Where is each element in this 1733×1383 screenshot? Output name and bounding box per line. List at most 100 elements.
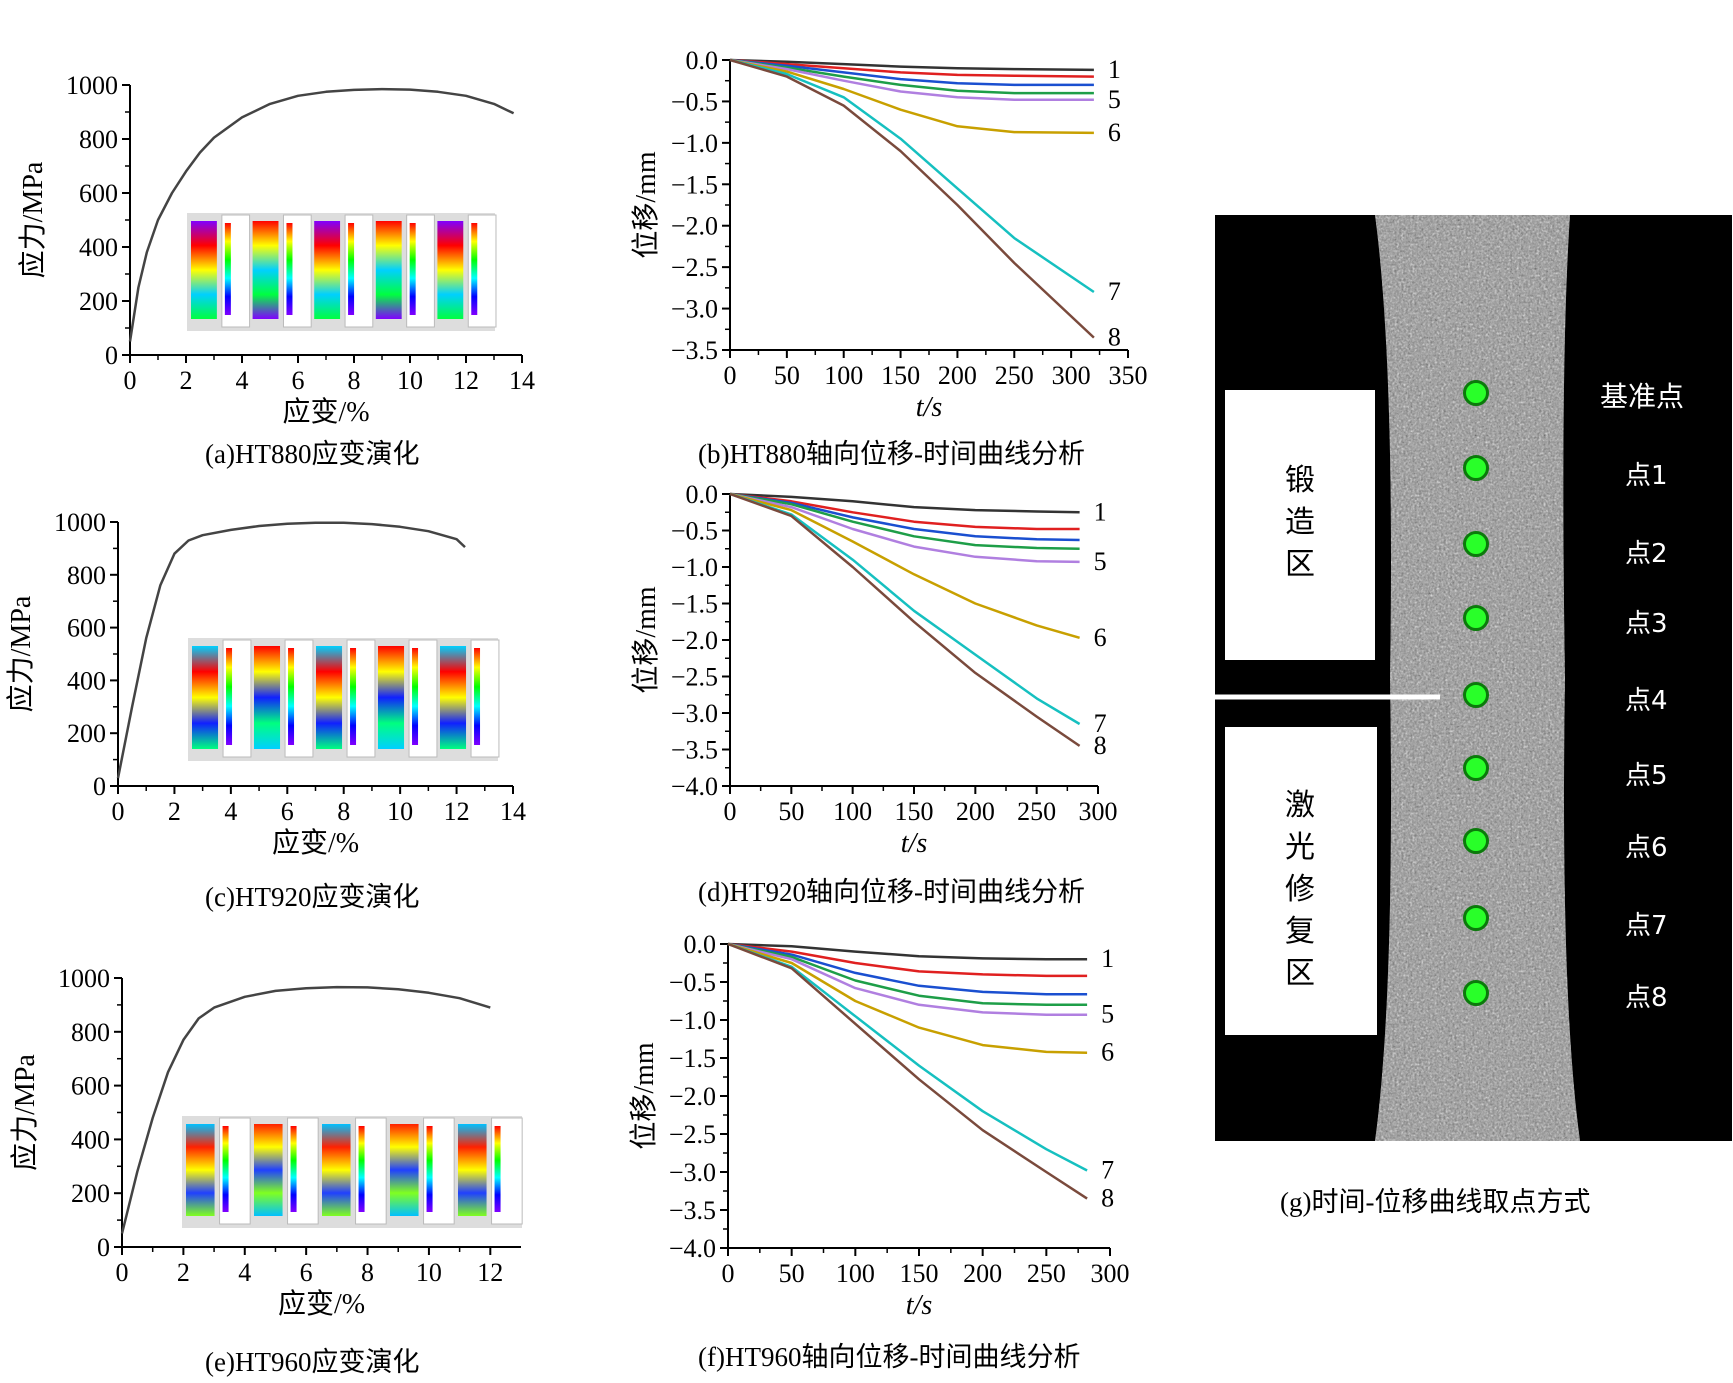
colorbar: [222, 1126, 229, 1212]
series-end-label: 6: [1101, 1038, 1114, 1067]
x-tick-label: 2: [177, 1258, 190, 1287]
y-tick-label: −3.5: [671, 736, 718, 765]
x-axis-label: t/s: [916, 392, 943, 423]
y-tick-label: −1.0: [669, 1006, 716, 1035]
point-label-6: 点6: [1625, 833, 1668, 863]
strain-map-inset: [187, 213, 497, 331]
y-tick-label: 800: [71, 1018, 110, 1047]
series-line-4: [729, 58, 1094, 95]
point-label-5: 点5: [1625, 761, 1668, 791]
colorbar: [224, 223, 231, 315]
colorbar: [426, 1126, 433, 1212]
x-tick-label: 200: [963, 1259, 1002, 1288]
series-line-8: [729, 492, 1081, 747]
point-marker-8: [1463, 980, 1489, 1006]
caption-c: (c)HT920应变演化: [205, 882, 420, 912]
specimen-image: 锻造区 激光修复区 基准点 点1 点2 点3 点4 点5 点6 点7 点8: [1215, 215, 1732, 1141]
x-tick-label: 50: [774, 361, 800, 390]
x-tick-label: 300: [1091, 1259, 1130, 1288]
point-marker-4: [1463, 682, 1489, 708]
reference-point-label: 基准点: [1600, 380, 1685, 413]
x-tick-label: 2: [180, 366, 193, 395]
y-tick-label: 600: [79, 179, 118, 208]
series-end-label: 8: [1101, 1184, 1114, 1213]
y-tick-label: 1000: [58, 964, 110, 993]
series-end-label: 5: [1094, 547, 1107, 576]
y-tick-label: −4.0: [669, 1234, 716, 1263]
chart-c: 0 2 4 6 8 10 12 14 0 200 400 600 800 1000 应变/% 应力/MPa: [5, 508, 526, 859]
chart-d: 0 50 100 150 200 250 300 0.0 −0.5 −1.0 −1.5 −2.0 −2.…: [630, 480, 1118, 859]
y-tick-label: 200: [67, 719, 106, 748]
series-line-5: [729, 492, 1080, 564]
y-axis-label: 位移/mm: [628, 1042, 660, 1150]
strain-map-5: [437, 221, 464, 319]
y-tick-label: 0: [105, 341, 118, 370]
colorbar: [409, 223, 416, 315]
y-tick-label: 0: [97, 1233, 110, 1262]
x-tick-label: 8: [337, 797, 350, 826]
x-tick-label: 2: [168, 797, 181, 826]
x-tick-label: 4: [236, 366, 249, 395]
series-end-label: 6: [1108, 118, 1121, 147]
point-marker-7: [1463, 905, 1489, 931]
colorbar: [286, 223, 293, 315]
series-line-7: [727, 942, 1088, 1172]
strain-map-3: [322, 1124, 351, 1216]
x-tick-label: 6: [292, 366, 305, 395]
x-tick-label: 150: [881, 361, 920, 390]
series-line-1: [729, 492, 1080, 514]
y-tick-label: −2.0: [671, 212, 718, 241]
y-tick-label: 600: [71, 1072, 110, 1101]
y-tick-label: −2.0: [669, 1082, 716, 1111]
y-tick-label: −2.5: [669, 1120, 716, 1149]
point-label-4: 点4: [1625, 686, 1668, 716]
x-tick-label: 50: [778, 797, 804, 826]
x-tick-label: 0: [724, 361, 737, 390]
y-tick-label: −2.5: [671, 663, 718, 692]
point-marker-6: [1463, 828, 1489, 854]
point-label-3: 点3: [1625, 609, 1668, 639]
x-tick-label: 300: [1079, 797, 1118, 826]
series-line-1: [729, 58, 1094, 72]
point-label-2: 点2: [1625, 539, 1668, 569]
caption-g: (g)时间-位移曲线取点方式: [1280, 1187, 1591, 1217]
y-tick-label: 1000: [54, 508, 106, 537]
strain-map-inset: [182, 1116, 523, 1228]
series-line-3: [729, 492, 1080, 542]
strain-map-4: [378, 646, 405, 749]
colorbar: [290, 1126, 297, 1212]
y-tick-label: −3.0: [671, 295, 718, 324]
series-line-3: [729, 58, 1094, 87]
series-end-label: 7: [1101, 1155, 1114, 1184]
x-tick-label: 100: [833, 797, 872, 826]
colorbar: [288, 648, 295, 745]
x-tick-label: 4: [238, 1258, 251, 1287]
x-tick-label: 200: [956, 797, 995, 826]
colorbar: [358, 1126, 365, 1212]
y-axis-label: 应力/MPa: [9, 1054, 41, 1171]
x-tick-label: 150: [900, 1259, 939, 1288]
y-tick-label: 0.0: [686, 46, 719, 75]
strain-map-1: [191, 221, 217, 319]
series-line-2: [729, 492, 1080, 531]
strain-map-5: [440, 646, 467, 749]
forged-zone-label: 锻造区: [1285, 463, 1315, 582]
y-tick-label: 400: [67, 666, 106, 695]
x-tick-label: 250: [995, 361, 1034, 390]
chart-b: 0 50 100 150 200 250 300 350 0.0 −0.5 −1.0 −1.5 −2.0…: [630, 46, 1148, 423]
point-label-8: 点8: [1625, 983, 1668, 1013]
strain-map-5: [458, 1124, 487, 1216]
series-end-label: 6: [1094, 623, 1107, 652]
chart-e: 0 2 4 6 8 10 12 0 200 400 600 800 1000 应变/% 应力/MPa: [9, 964, 523, 1320]
y-tick-label: 800: [67, 561, 106, 590]
y-tick-label: 0.0: [684, 930, 717, 959]
forged-zone-box: [1225, 390, 1375, 660]
x-tick-label: 200: [938, 361, 977, 390]
strain-map-1: [192, 646, 219, 749]
colorbar: [474, 648, 481, 745]
x-tick-label: 100: [824, 361, 863, 390]
strain-map-2: [254, 1124, 283, 1216]
colorbar: [412, 648, 419, 745]
series-line-1: [116, 521, 466, 779]
series-end-label: 7: [1094, 709, 1107, 738]
